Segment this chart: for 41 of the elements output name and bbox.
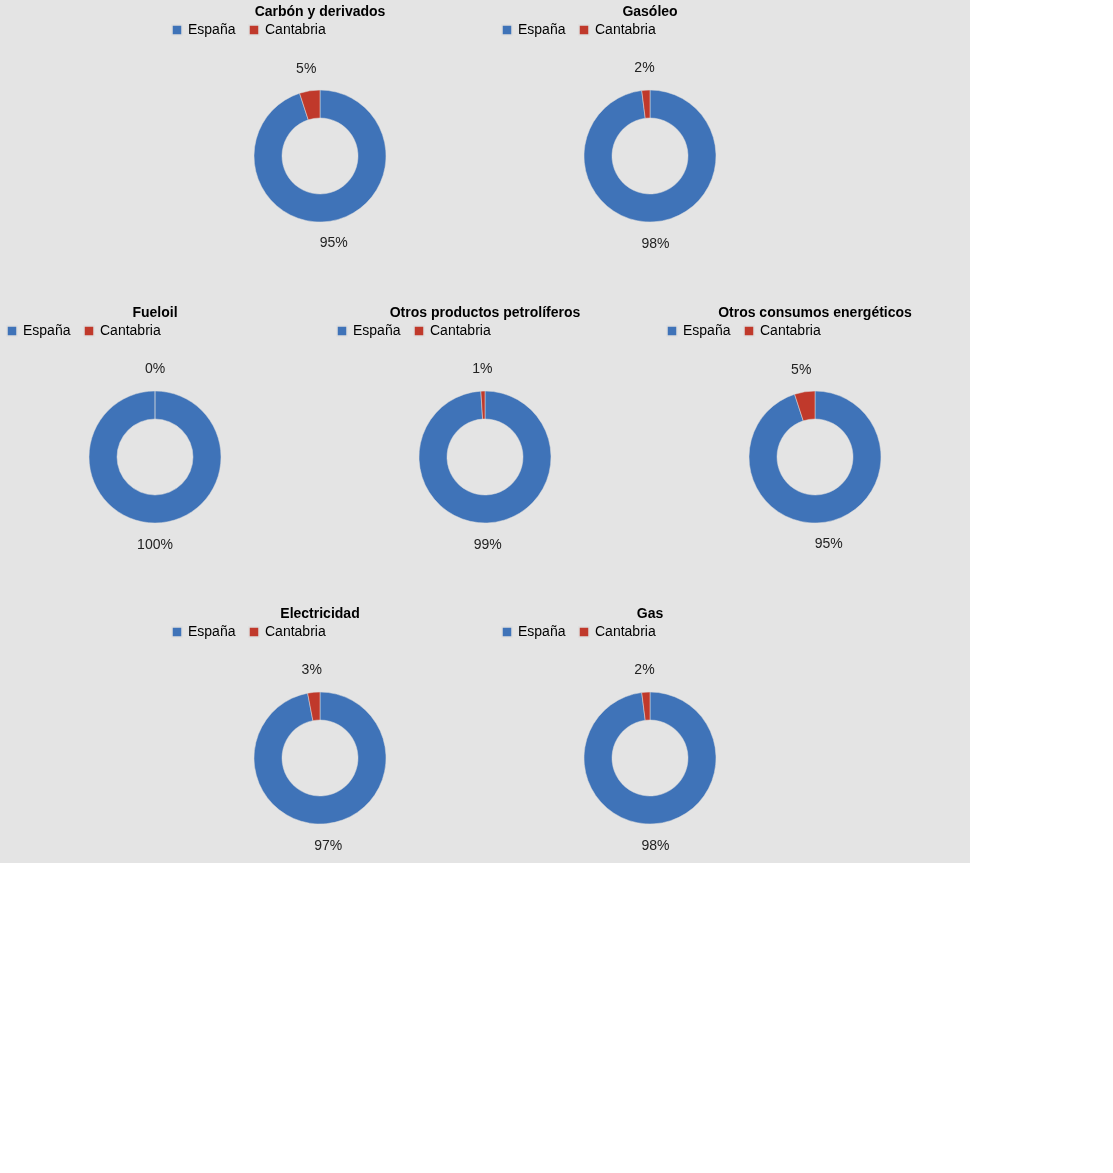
text: 0% [144,360,166,376]
donut-slice [253,89,387,223]
data-label: 98% [641,234,670,251]
legend-label: España [518,623,566,639]
chart-title: Fueloil [132,304,178,320]
legend-label: España [188,623,236,639]
chart-title: Electricidad [280,605,360,621]
donut-slice [253,691,387,825]
data-label: 99% [473,535,502,552]
donut-slice [583,89,717,223]
legend-label: Cantabria [100,322,161,338]
legend-label: Cantabria [265,21,326,37]
donut-slice [748,390,882,524]
legend-label: España [518,21,566,37]
legend-label: España [23,322,71,338]
legend-label: España [683,322,731,338]
data-label: 97% [314,836,343,853]
data-label: 95% [814,534,843,551]
chart-title: Otros consumos energéticos [718,304,913,320]
data-label: 2% [634,59,655,76]
data-label: 2% [634,661,655,678]
donut-slice [583,691,717,825]
legend-label: Cantabria [265,623,326,639]
chart-title: Gasóleo [622,3,678,19]
data-label: 3% [301,661,322,678]
chart-title: Gas [636,605,664,621]
chart-title: Otros productos petrolíferos [389,304,581,320]
data-label: 100% [137,536,173,552]
data-label: 95% [319,233,348,250]
data-label: 98% [641,836,670,853]
legend-label: España [188,21,236,37]
data-label: 5% [791,361,812,378]
chart-title: Carbón y derivados [254,3,386,19]
legend-label: Cantabria [595,21,656,37]
legend-label: Cantabria [760,322,821,338]
donut-slice [418,390,552,524]
legend-label: España [353,322,401,338]
legend-label: Cantabria [430,322,491,338]
data-label: 5% [296,60,317,77]
legend-label: Cantabria [595,623,656,639]
data-label: 1% [472,360,493,377]
